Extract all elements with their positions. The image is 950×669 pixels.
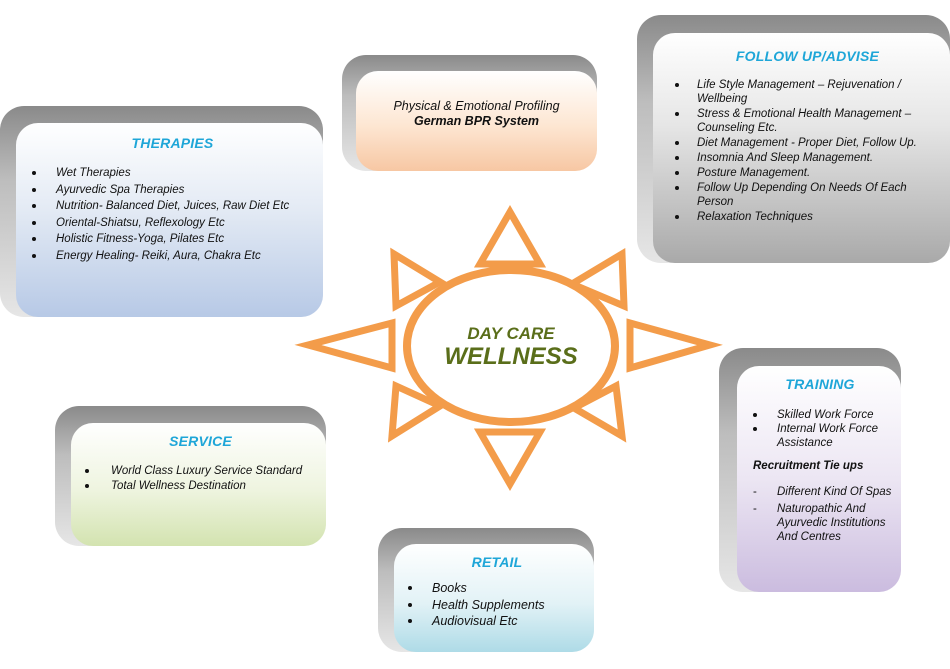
list-item: - Different Kind Of Spas [753,486,892,498]
list-item: Energy Healing- Reiki, Aura, Chakra Etc [32,249,313,263]
center-title-line1: DAY CARE [467,324,555,343]
training-title: TRAINING [785,376,855,392]
list-item: Relaxation Techniques [675,210,940,224]
list-item: Health Supplements [408,598,586,612]
therapies-list: Wet Therapies Ayurvedic Spa Therapies Nu… [32,166,313,263]
profiling-line1: Physical & Emotional Profiling [393,99,560,113]
list-item: Wet Therapies [32,166,313,180]
followup-list: Life Style Management – Rejuvenation / W… [675,78,940,224]
training-list: Skilled Work Force Internal Work Force A… [747,408,893,450]
sun-ray-top [473,204,547,268]
list-item: Total Wellness Destination [85,479,316,493]
sun-ray-bottom [473,428,547,492]
sun-ray-bottom-right [566,380,627,443]
sun-ray-right [626,318,723,373]
list-item: World Class Luxury Service Standard [85,464,316,478]
sun-ray-bottom-left [387,380,448,443]
therapies-title: THERAPIES [131,135,214,151]
list-item: Ayurvedic Spa Therapies [32,183,313,197]
list-item: Oriental-Shiatsu, Reflexology Etc [32,216,313,230]
retail-list: Books Health Supplements Audiovisual Etc [408,581,586,628]
list-item: Internal Work Force Assistance [747,422,893,450]
therapies-card: THERAPIES Wet Therapies Ayurvedic Spa Th… [0,106,323,317]
retail-card: RETAIL Books Health Supplements Audiovis… [378,528,594,652]
profiling-card: Physical & Emotional Profiling German BP… [342,55,597,171]
list-item: Nutrition- Balanced Diet, Juices, Raw Di… [32,199,313,213]
list-item: Life Style Management – Rejuvenation / W… [675,78,940,106]
list-item: Follow Up Depending On Needs Of Each Per… [675,181,940,209]
followup-title: FOLLOW UP/ADVISE [735,48,880,64]
list-item: Books [408,581,586,595]
service-card: SERVICE World Class Luxury Service Stand… [55,406,326,546]
service-list: World Class Luxury Service Standard Tota… [85,464,316,493]
recruitment-list: - Different Kind Of Spas - Naturopathic An… [747,485,893,544]
training-card: TRAINING Skilled Work Force Internal Wor… [719,348,901,592]
sun-ray-top-right [564,247,628,312]
sun-ray-left [294,318,396,373]
recruitment-subheading: Recruitment Tie ups [753,460,864,472]
followup-card: FOLLOW UP/ADVISE Life Style Management –… [637,15,950,263]
center-title-line2: WELLNESS [444,343,577,370]
list-item: Stress & Emotional Health Management – C… [675,107,940,135]
sun-ray-top-left [390,247,448,312]
service-title: SERVICE [169,433,232,449]
retail-title: RETAIL [471,554,523,570]
list-item: Audiovisual Etc [408,614,586,628]
list-item: - Naturopathic And Ayurvedic Institutions… [753,503,886,543]
profiling-line2: German BPR System [413,114,540,128]
list-item: Insomnia And Sleep Management. [675,151,940,165]
list-item: Diet Management - Proper Diet, Follow Up… [675,136,940,150]
sun-core [403,266,619,426]
list-item: Posture Management. [675,166,940,180]
list-item: Skilled Work Force [747,408,893,422]
list-item: Holistic Fitness-Yoga, Pilates Etc [32,232,313,246]
